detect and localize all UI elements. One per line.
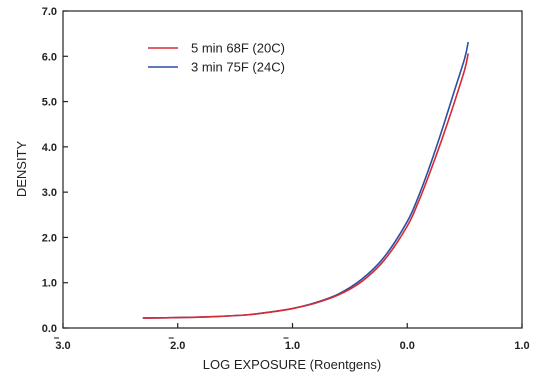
- x-tick-label: 0.0: [400, 340, 415, 352]
- series-line-2: [142, 41, 469, 319]
- legend: 5 min 68F (20C) 3 min 75F (24C): [148, 41, 285, 75]
- legend-label: 3 min 75F (24C): [191, 60, 285, 75]
- y-tick-label: 6.0: [42, 51, 57, 63]
- y-tick-label: 0.0: [42, 323, 57, 335]
- series-lines: [142, 41, 469, 319]
- legend-label: 5 min 68F (20C): [191, 41, 285, 56]
- plot-frame: [62, 10, 523, 329]
- y-tick-label: 3.0: [42, 187, 57, 199]
- y-tick-label: 5.0: [42, 97, 57, 109]
- x-axis-ticks: 3.0 2.0 1.0 0.0 1.0: [54, 323, 530, 352]
- y-tick-label: 4.0: [42, 142, 57, 154]
- y-axis-ticks: 0.0 1.0 2.0 3.0 4.0 5.0 6.0 7.0: [42, 6, 68, 335]
- x-axis-label: LOG EXPOSURE (Roentgens): [203, 357, 381, 372]
- y-tick-label: 2.0: [42, 232, 57, 244]
- x-tick-label: 2.0: [170, 340, 185, 352]
- y-tick-label: 7.0: [42, 6, 57, 18]
- x-tick-label: 1.0: [285, 340, 300, 352]
- x-tick-label: 1.0: [514, 340, 529, 352]
- y-axis-label: DENSITY: [14, 141, 29, 198]
- x-tick-label: 3.0: [55, 340, 70, 352]
- y-tick-label: 1.0: [42, 278, 57, 290]
- series-line-1: [142, 53, 469, 319]
